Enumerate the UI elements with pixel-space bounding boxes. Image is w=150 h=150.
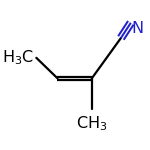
Text: N: N <box>132 21 144 36</box>
Text: $\mathregular{H_3C}$: $\mathregular{H_3C}$ <box>2 48 34 67</box>
Text: $\mathregular{CH_3}$: $\mathregular{CH_3}$ <box>76 114 108 133</box>
